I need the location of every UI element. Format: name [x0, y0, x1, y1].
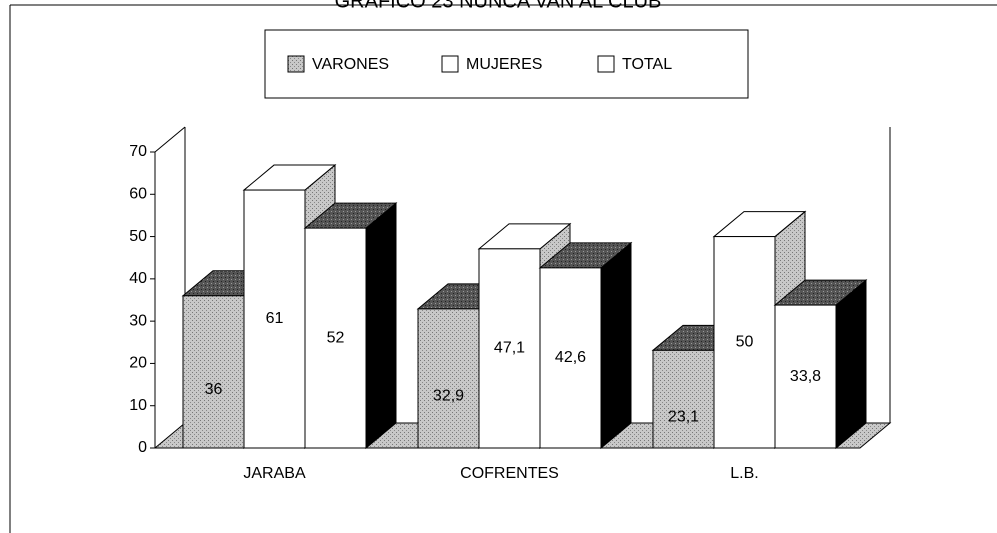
bar — [304, 227, 367, 449]
y-tick-label: 10 — [129, 397, 147, 414]
bar-side — [365, 202, 397, 450]
x-tick-label: JARABA — [243, 465, 306, 482]
bar — [539, 267, 602, 449]
value-label: 23,1 — [668, 408, 699, 425]
legend-label: VARONES — [312, 56, 389, 73]
value-label: 52 — [327, 329, 345, 346]
y-tick-label: 20 — [129, 355, 147, 372]
y-tick-label: 70 — [129, 143, 147, 160]
y-tick-label: 60 — [129, 186, 147, 203]
legend-swatch — [597, 55, 615, 73]
value-label: 33,8 — [790, 368, 821, 385]
legend-swatch — [287, 55, 305, 73]
legend-swatch — [441, 55, 459, 73]
value-label: 47,1 — [494, 340, 525, 357]
y-tick-label: 30 — [129, 312, 147, 329]
legend-label: TOTAL — [622, 56, 672, 73]
axis-top-edge — [154, 126, 186, 153]
bar-side — [835, 279, 867, 450]
x-tick-label: COFRENTES — [460, 465, 559, 482]
value-label: 50 — [736, 334, 754, 351]
value-label: 32,9 — [433, 388, 464, 405]
value-label: 61 — [266, 310, 284, 327]
y-tick-label: 40 — [129, 270, 147, 287]
value-label: 36 — [205, 381, 223, 398]
chart-title: GRAFICO 23 NUNCA VAN AL CLUB — [335, 0, 662, 12]
y-tick-label: 0 — [138, 439, 147, 456]
bar-side — [600, 241, 632, 450]
bar — [774, 304, 837, 449]
value-label: 42,6 — [555, 349, 586, 366]
legend-label: MUJERES — [466, 56, 542, 73]
y-tick-label: 50 — [129, 228, 147, 245]
legend — [264, 29, 749, 99]
bar — [713, 236, 776, 449]
bar — [417, 308, 480, 449]
x-tick-label: L.B. — [730, 465, 758, 482]
bar — [182, 295, 245, 449]
bar — [652, 349, 715, 449]
bar — [243, 189, 306, 449]
